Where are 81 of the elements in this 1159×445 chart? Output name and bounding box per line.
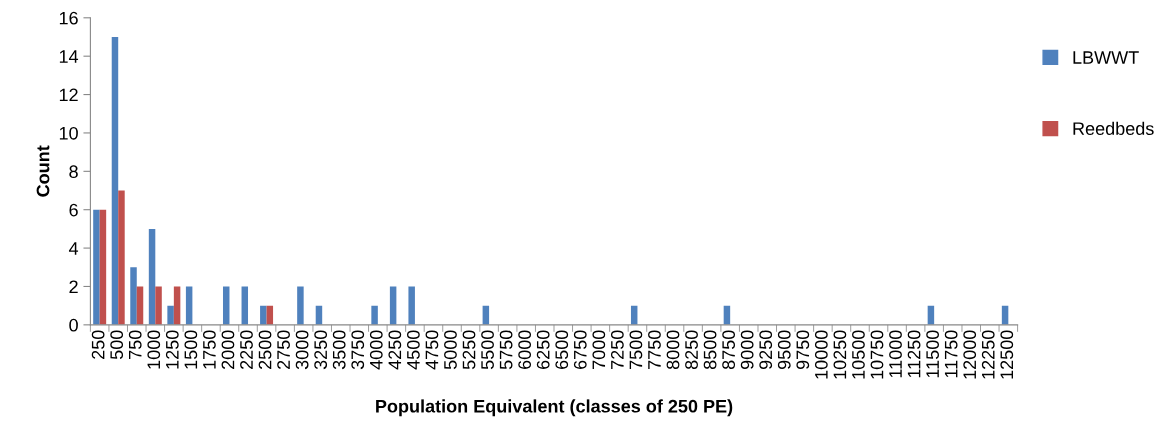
x-tick-label: 4250 — [388, 330, 402, 370]
x-tick-label: 12250 — [981, 330, 995, 379]
bar — [260, 305, 267, 325]
x-tick-label: 250 — [91, 330, 105, 359]
x-tick-label: 2250 — [240, 330, 253, 369]
x-tick-label: 3000 — [295, 330, 309, 370]
y-tick-label: 14 — [59, 50, 79, 63]
bar — [136, 286, 144, 325]
x-tick-label: 9750 — [796, 330, 810, 370]
x-tick-label: 750 — [128, 330, 142, 359]
x-tick-label: 10000 — [814, 330, 828, 379]
x-tick-label: 12000 — [963, 330, 977, 379]
x-tick-label: 10250 — [833, 330, 847, 379]
x-tick-label: 1250 — [165, 330, 179, 369]
x-tick-label: 11000 — [889, 330, 902, 378]
y-axis-title: Count — [36, 145, 50, 197]
x-tick-label: 3250 — [314, 330, 328, 370]
bar — [93, 209, 100, 325]
y-tick-label: 16 — [59, 11, 78, 25]
bar — [173, 286, 181, 325]
x-tick-label: 6000 — [518, 330, 532, 369]
x-tick-label: 2500 — [258, 330, 272, 369]
x-tick-label: 500 — [110, 330, 124, 360]
x-tick-label: 10750 — [870, 330, 884, 379]
x-tick-label: 6250 — [536, 330, 550, 369]
x-tick-label: 9250 — [759, 330, 773, 370]
y-tick-label: 6 — [69, 203, 78, 217]
legend-label: LBWWT — [1073, 51, 1139, 64]
y-tick-label: 2 — [69, 280, 78, 294]
x-tick-label: 8000 — [666, 330, 680, 370]
bar — [297, 286, 304, 325]
x-tick-label: 4500 — [406, 330, 420, 370]
x-tick-label: 7500 — [629, 330, 643, 369]
bar — [389, 286, 397, 325]
x-tick-label: 4750 — [425, 330, 439, 370]
x-tick-label: 5500 — [481, 330, 494, 370]
x-tick-label: 11500 — [926, 330, 939, 378]
x-tick-label: 5000 — [444, 330, 457, 370]
x-tick-label: 7250 — [610, 330, 624, 369]
bar — [155, 286, 162, 325]
y-tick-label: 8 — [69, 165, 78, 179]
legend-label: Reedbeds — [1073, 121, 1154, 135]
x-tick-label: 9500 — [777, 330, 791, 370]
y-tick-label: 10 — [59, 126, 78, 140]
x-tick-label: 10500 — [852, 330, 865, 379]
bar — [408, 286, 415, 325]
bar — [222, 286, 230, 325]
bar — [111, 36, 119, 325]
x-tick-label: 1000 — [147, 330, 161, 369]
bar — [118, 190, 125, 325]
y-tick-label: 4 — [68, 242, 79, 255]
y-tick-label: 0 — [69, 318, 78, 332]
x-tick-label: 11250 — [907, 330, 921, 378]
x-tick-label: 8750 — [722, 330, 736, 370]
x-tick-label: 3750 — [351, 330, 365, 370]
x-tick-label: 6500 — [555, 330, 569, 369]
x-tick-label: 7000 — [592, 330, 606, 369]
x-tick-label: 12500 — [1000, 330, 1014, 379]
bar — [130, 267, 137, 325]
x-tick-label: 9000 — [740, 330, 754, 370]
bar — [371, 305, 378, 325]
x-tick-label: 8250 — [685, 330, 698, 370]
bar — [99, 209, 107, 325]
x-tick-label: 5250 — [462, 330, 476, 370]
x-tick-label: 5750 — [499, 330, 513, 370]
x-tick-label: 1750 — [203, 330, 216, 369]
x-tick-label: 7750 — [648, 330, 661, 369]
bar — [167, 305, 174, 325]
x-tick-label: 1500 — [184, 330, 198, 369]
bar — [241, 286, 249, 325]
bar — [185, 286, 193, 325]
x-tick-label: 4000 — [369, 330, 383, 370]
x-tick-label: 2000 — [221, 330, 235, 369]
x-tick-label: 8500 — [703, 330, 717, 370]
y-tick-label: 12 — [59, 88, 78, 102]
bar — [148, 228, 156, 325]
x-tick-label: 11750 — [944, 330, 958, 378]
x-tick-label: 2750 — [277, 330, 290, 369]
x-tick-label: 6750 — [573, 330, 587, 369]
x-tick-label: 3500 — [332, 330, 346, 370]
x-axis-title: Population Equivalent (classes of 250 PE) — [376, 399, 733, 417]
